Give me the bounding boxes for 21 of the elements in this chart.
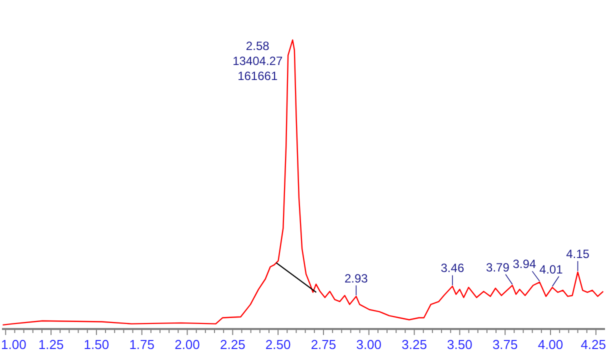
x-tick-label: 3.50 [447, 337, 472, 352]
x-tick-label: 2.50 [265, 337, 291, 352]
x-tick-label: 1.75 [129, 337, 155, 352]
x-tick-label: 2.25 [220, 337, 246, 352]
x-tick-label: 1.00 [1, 337, 26, 352]
annotation: 4.15 [566, 247, 590, 262]
annotation: 3.94 [512, 257, 536, 272]
x-tick-label: 1.50 [84, 337, 110, 352]
x-tick-label: 2.00 [174, 337, 200, 352]
x-tick-label: 4.25 [580, 337, 606, 352]
x-tick-label: 1.25 [38, 337, 64, 352]
x-tick-label: 4.00 [538, 337, 564, 352]
x-tick-label: 2.75 [310, 337, 336, 352]
x-tick-label: 3.00 [356, 337, 382, 352]
annotation: 2.93 [344, 271, 368, 286]
annotation: 3.46 [440, 261, 464, 276]
annotation: 3.79 [486, 260, 510, 274]
annotation: 2.58 13404.27 161661 [232, 39, 283, 83]
x-tick-label: 3.75 [492, 337, 518, 352]
annotation: 4.01 [539, 262, 564, 276]
x-tick-label: 3.25 [402, 337, 427, 352]
